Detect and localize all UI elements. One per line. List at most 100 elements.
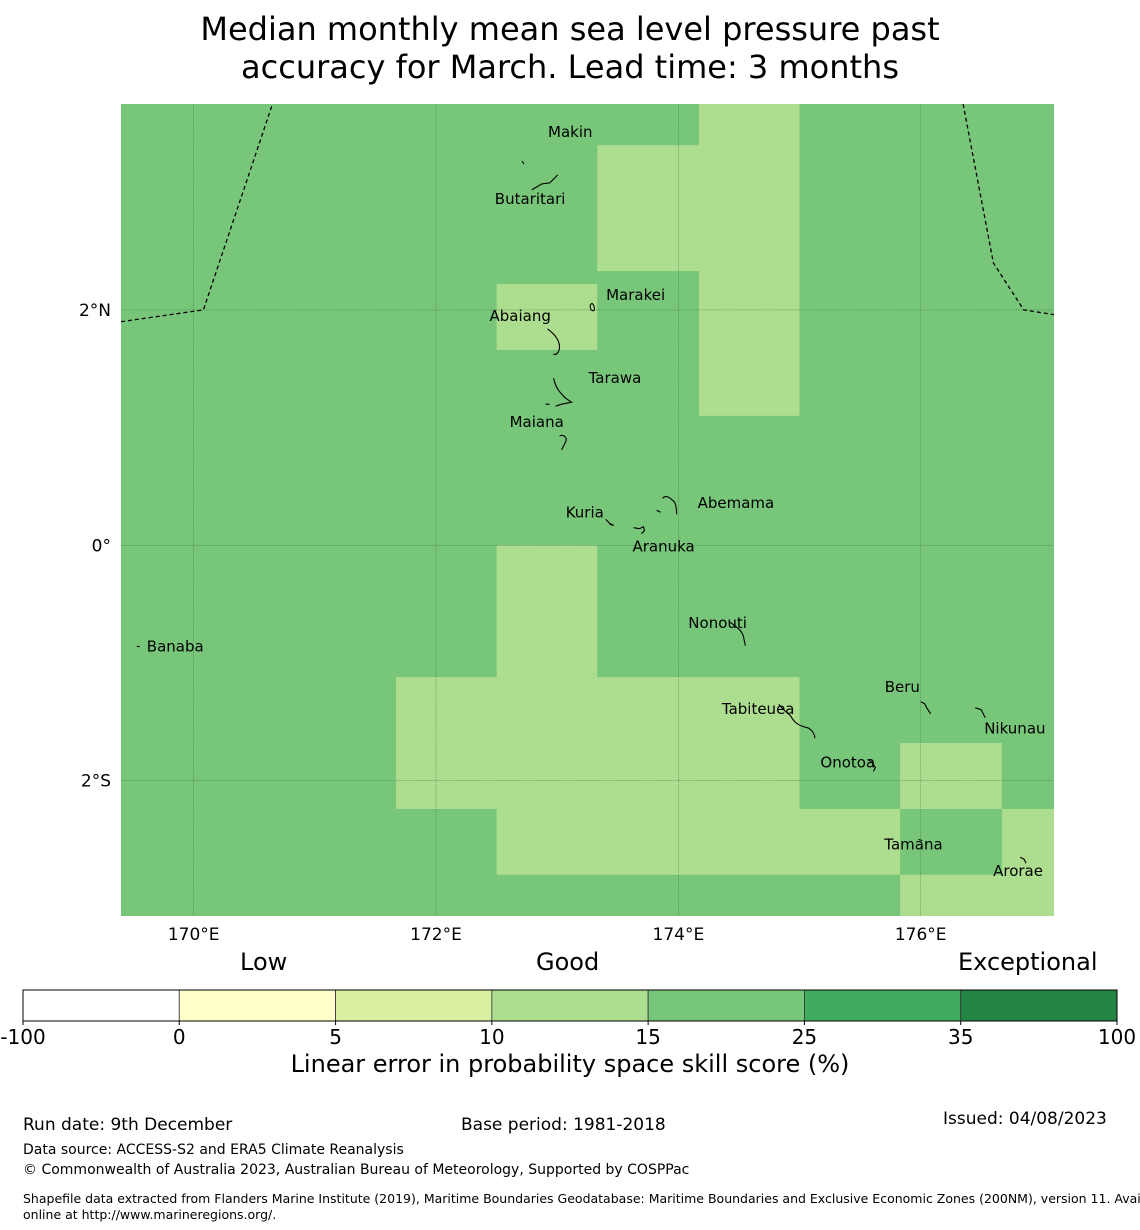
island-label: Abemama — [698, 494, 775, 512]
island-label: Marakei — [606, 286, 665, 304]
island-outline — [589, 303, 596, 312]
island-onotoa — [867, 759, 877, 772]
skill-cell — [597, 145, 699, 272]
title-line-1: Median monthly mean sea level pressure p… — [200, 10, 940, 48]
category-exceptional: Exceptional — [958, 948, 1098, 976]
eez-boundaries — [120, 103, 1055, 323]
colorbar-frame — [22, 989, 1118, 1022]
island-label: Onotoa — [820, 754, 875, 772]
x-tick-label: 172°E — [410, 925, 462, 945]
colorbar-label: Linear error in probability space skill … — [290, 1050, 850, 1078]
island-aranuka — [633, 525, 646, 535]
x-tick-label: 174°E — [653, 925, 705, 945]
skill-cell — [496, 808, 699, 875]
island-butaritari — [531, 174, 559, 191]
colorbar-swatch — [178, 989, 336, 1022]
graticule — [121, 104, 1054, 916]
axis-ticks: 170°E 172°E 174°E 176°E 2°N 0° 2°S — [79, 301, 947, 945]
skill-cell — [900, 874, 1002, 916]
y-tick-label: 0° — [92, 536, 111, 556]
skill-cell — [698, 808, 901, 875]
island-label: Maiana — [510, 413, 564, 431]
island-marakei — [589, 303, 596, 312]
map-title: Median monthly mean sea level pressure p… — [0, 10, 1140, 86]
colorbar-swatch — [647, 989, 805, 1022]
colorbar-tick-label: 10 — [479, 1025, 504, 1049]
category-low: Low — [240, 948, 288, 976]
island-tabiteuea — [778, 703, 816, 739]
island-label: Aranuka — [633, 538, 695, 556]
island-outline — [778, 703, 816, 739]
shapefile-note-1: Shapefile data extracted from Flanders M… — [23, 1191, 1140, 1206]
island-nikunau — [975, 707, 986, 718]
island-outline — [1019, 856, 1027, 864]
run-date: Run date: 9th December — [23, 1115, 233, 1135]
skill-cell — [496, 545, 598, 678]
x-tick-label: 176°E — [895, 925, 947, 945]
island-outline — [521, 160, 525, 165]
island-label: Kuria — [566, 503, 604, 521]
island-outline — [605, 519, 614, 526]
island-label: Arorae — [993, 862, 1043, 880]
island-label: Abaiang — [490, 307, 551, 325]
island-outline — [633, 525, 646, 535]
island-outlines — [136, 160, 1027, 864]
copyright: © Commonwealth of Australia 2023, Austra… — [23, 1162, 690, 1178]
island-beru — [920, 701, 932, 715]
island-outline — [547, 328, 561, 355]
category-good: Good — [536, 948, 600, 976]
island-label: Nikunau — [984, 720, 1045, 738]
island-nonouti — [728, 621, 746, 646]
title-line-2: accuracy for March. Lead time: 3 months — [241, 48, 899, 86]
colorbar-tick-label: 100 — [1098, 1025, 1136, 1049]
colorbar-tick-label: 15 — [635, 1025, 660, 1049]
island-abaiang — [547, 328, 561, 355]
island-outline — [728, 621, 746, 646]
island-outline — [920, 701, 932, 715]
island-label: Butaritari — [495, 190, 566, 208]
colorbar-tick-label: -100 — [0, 1025, 45, 1049]
island-outline — [656, 496, 678, 515]
colorbar-swatch — [335, 989, 493, 1022]
island-outline — [918, 838, 923, 842]
y-tick-label: 2°N — [79, 301, 111, 321]
island-label: Banaba — [147, 638, 204, 656]
island-label: Beru — [885, 678, 920, 696]
island-makin — [521, 160, 525, 165]
island-label: Tarawa — [588, 369, 642, 387]
island-outline — [531, 174, 559, 191]
data-source: Data source: ACCESS-S2 and ERA5 Climate … — [23, 1142, 404, 1158]
island-abemama — [656, 496, 678, 515]
colorbar: -100 0 5 10 15 25 35 100 — [0, 989, 1136, 1049]
colorbar-tick-label: 25 — [792, 1025, 817, 1049]
island-labels: Makin Butaritari Marakei Abaiang Tarawa Maian… — [147, 123, 1046, 880]
shapefile-note-2: online at http://www.marineregions.org/. — [23, 1207, 277, 1222]
island-tamana — [918, 838, 923, 842]
skill-cell — [900, 743, 1002, 809]
island-tarawa — [545, 378, 574, 407]
skill-cell — [698, 104, 800, 416]
island-outline — [545, 378, 574, 407]
colorbar-tick-label: 0 — [173, 1025, 186, 1049]
skill-cell — [396, 677, 800, 809]
island-arorae — [1019, 856, 1027, 864]
island-kuria — [605, 519, 614, 526]
island-outline — [867, 759, 877, 772]
x-tick-label: 170°E — [168, 925, 220, 945]
colorbar-tick-label: 35 — [948, 1025, 973, 1049]
colorbar-swatch — [491, 989, 649, 1022]
island-label: Tabiteuea — [721, 700, 795, 718]
y-tick-label: 2°S — [81, 772, 111, 792]
issued-date: Issued: 04/08/2023 — [943, 1109, 1107, 1129]
skill-cell — [1001, 808, 1054, 916]
base-period: Base period: 1981-2018 — [461, 1115, 666, 1135]
colorbar-swatch — [804, 989, 962, 1022]
colorbar-swatch — [960, 989, 1118, 1022]
island-label: Makin — [548, 123, 593, 141]
eez-boundary-line — [962, 103, 1055, 316]
island-outline — [559, 434, 567, 451]
skill-cell — [496, 284, 598, 350]
island-label: Nonouti — [688, 614, 747, 632]
colorbar-swatch — [22, 989, 180, 1022]
